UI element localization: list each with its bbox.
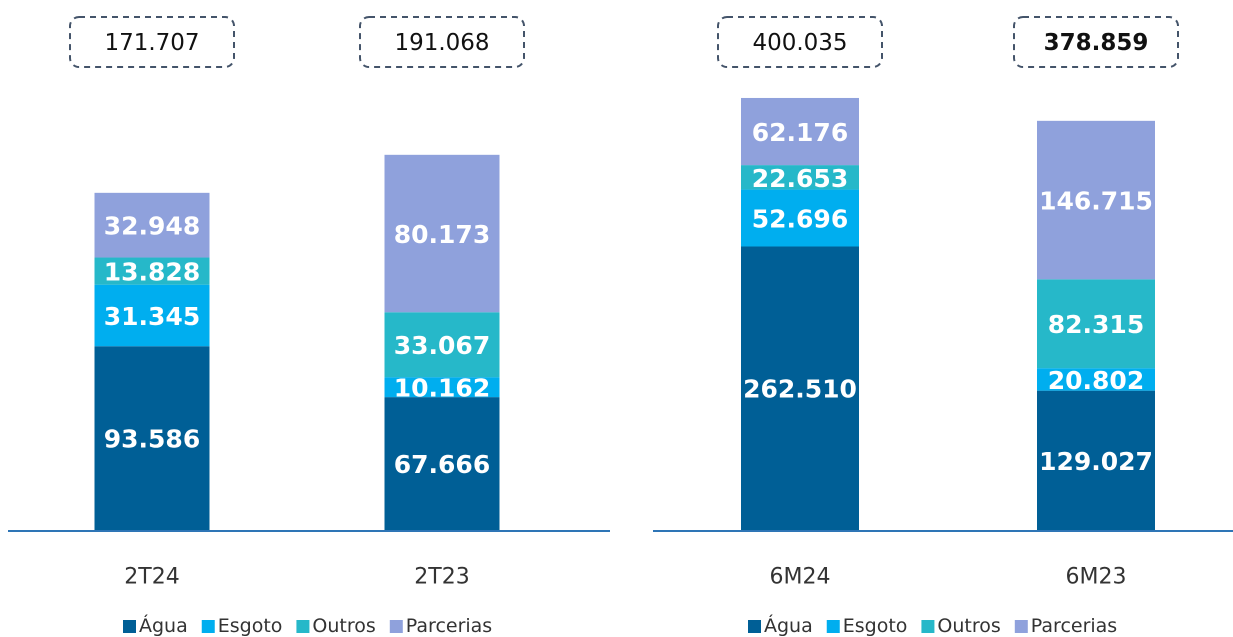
legend-label: Parcerias [1031,615,1117,637]
total-label: 171.707 [104,30,199,56]
bar-segment [384,154,500,313]
bar-segment [94,192,210,258]
bar-segment [384,377,500,398]
bar-segment [1037,279,1155,369]
bar-segment [94,284,210,347]
data-label: 20.802 [1048,366,1144,395]
legend-label: Água [764,614,813,637]
data-label: 67.666 [394,450,490,479]
legend-swatch [389,620,403,633]
data-label: 32.948 [104,212,200,241]
legend-swatch [921,620,935,633]
bar-segment [94,257,210,285]
data-label: 129.027 [1039,447,1153,476]
x-tick-label: 6M23 [1066,565,1127,590]
total-box [1013,16,1179,68]
bar-segment [741,165,859,190]
total-box [359,16,525,68]
bar-segment [741,189,859,247]
legend-label: Esgoto [843,615,908,637]
legend-swatch [1014,620,1028,633]
bar-segment [384,312,500,378]
bar-segment [741,97,859,166]
legend-label: Outros [937,615,1000,637]
data-label: 13.828 [104,258,200,287]
bar-segment [94,346,210,530]
data-label: 31.345 [104,302,200,331]
legend-swatch [296,620,310,633]
data-label: 262.510 [743,375,857,404]
x-tick-label: 2T23 [414,565,469,590]
legend-swatch [123,620,136,633]
legend-label: Água [139,614,188,637]
x-tick-label: 2T24 [124,565,179,590]
data-label: 80.173 [394,220,490,249]
data-label: 62.176 [752,118,848,147]
total-label: 378.859 [1044,30,1149,56]
total-box [69,16,235,68]
data-label: 22.653 [752,164,848,193]
bar-segment [741,246,859,530]
legend-label: Esgoto [218,615,283,637]
data-label: 82.315 [1048,310,1144,339]
total-box [717,16,883,68]
bar-segment [384,397,500,530]
bar-segment [1037,120,1155,280]
total-label: 400.035 [752,30,847,56]
data-label: 52.696 [752,205,848,234]
legend-swatch [748,620,761,633]
legend-swatch [201,620,215,633]
bar-segment [1037,390,1155,530]
legend-label: Outros [312,615,375,637]
bar-segment [1037,368,1155,391]
legend-swatch [826,620,840,633]
data-label: 93.586 [104,425,200,454]
data-label: 33.067 [394,331,490,360]
data-label: 10.162 [394,374,490,403]
data-label: 146.715 [1039,187,1153,216]
total-label: 191.068 [394,30,489,56]
x-tick-label: 6M24 [770,565,831,590]
legend-label: Parcerias [406,615,492,637]
